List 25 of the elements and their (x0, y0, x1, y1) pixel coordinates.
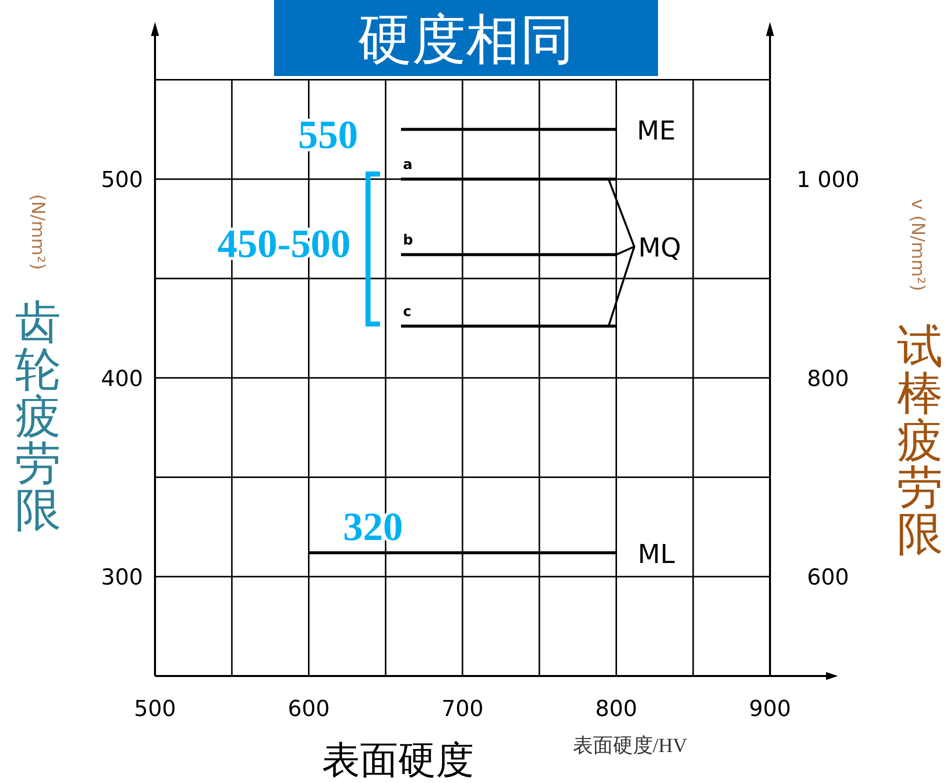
x-tick-label: 800 (595, 697, 638, 722)
y2-tick-label: 800 (807, 366, 849, 392)
series-label: b (403, 232, 414, 249)
title: 硬度相同 (274, 0, 658, 76)
y2-tick-label: 1 000 (796, 168, 860, 194)
text: (N/mm²) (27, 194, 48, 270)
y-tick-label: 400 (101, 366, 143, 392)
x-tick-label: 500 (134, 697, 176, 722)
annotation: MQ (638, 234, 682, 264)
y-tick-label: 500 (101, 168, 143, 194)
x-axis-title: 表面硬度/HV (572, 735, 688, 757)
series-label: ME (636, 116, 676, 146)
y-axis-title: 齿轮疲劳限 (15, 295, 61, 537)
y2-axis-title: 试棒疲劳限 (897, 319, 943, 561)
chart-title: 硬度相同 (358, 10, 574, 70)
x-tick-label: 700 (442, 697, 484, 722)
series-label: a (403, 157, 412, 174)
text: v (N/mm²) (907, 198, 928, 292)
x-tick-label: 900 (749, 697, 791, 722)
series-label: ML (638, 540, 676, 570)
x-tick-label: 600 (288, 697, 330, 722)
y2-tick-label: 600 (807, 566, 849, 591)
series-label: c (403, 304, 412, 320)
y-tick-label: 300 (101, 566, 143, 591)
text: 表面硬度 (322, 740, 474, 782)
